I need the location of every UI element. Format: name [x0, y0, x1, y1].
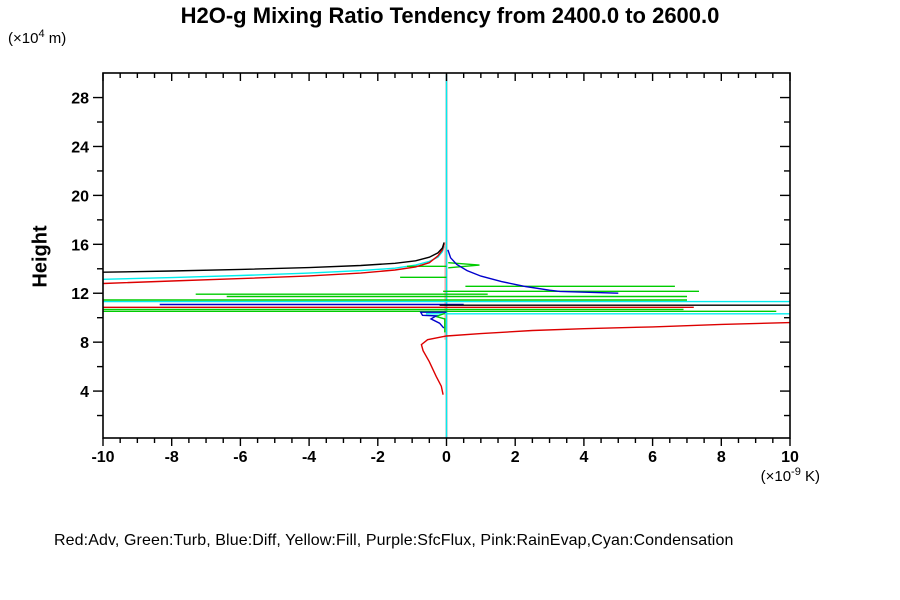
series-black — [102, 242, 445, 273]
y-tick-label: 16 — [71, 237, 89, 254]
y-axis-unit-label: (×104 m) — [8, 28, 67, 47]
y-tick-label: 28 — [71, 91, 89, 108]
y-tick-label: 24 — [71, 139, 89, 156]
series-condensation — [102, 245, 445, 280]
x-tick-label: 4 — [579, 449, 588, 466]
series-turb — [448, 262, 480, 269]
x-tick-label: 2 — [511, 449, 520, 466]
chart-title: H2O-g Mixing Ratio Tendency from 2400.0 … — [180, 3, 720, 28]
y-tick-label: 4 — [80, 384, 89, 401]
x-tick-label: 6 — [648, 449, 657, 466]
series-adv — [102, 243, 445, 285]
x-tick-label: -6 — [233, 449, 247, 466]
y-tick-label: 12 — [71, 286, 89, 303]
series-turb — [433, 312, 446, 333]
x-axis-unit-label: (×10-9 K) — [760, 466, 820, 485]
series-diff — [419, 311, 447, 329]
series-diff — [447, 249, 619, 294]
legend-text: Red:Adv, Green:Turb, Blue:Diff, Yellow:F… — [54, 532, 734, 549]
x-tick-label: 10 — [781, 449, 799, 466]
y-tick-label: 8 — [80, 335, 89, 352]
series-adv — [420, 321, 791, 395]
x-tick-label: -8 — [165, 449, 179, 466]
x-tick-label: 8 — [717, 449, 726, 466]
x-tick-label: 0 — [442, 449, 451, 466]
x-tick-label: -4 — [302, 449, 316, 466]
x-tick-label: -2 — [371, 449, 385, 466]
y-tick-label: 20 — [71, 188, 89, 205]
x-tick-label: -10 — [91, 449, 114, 466]
